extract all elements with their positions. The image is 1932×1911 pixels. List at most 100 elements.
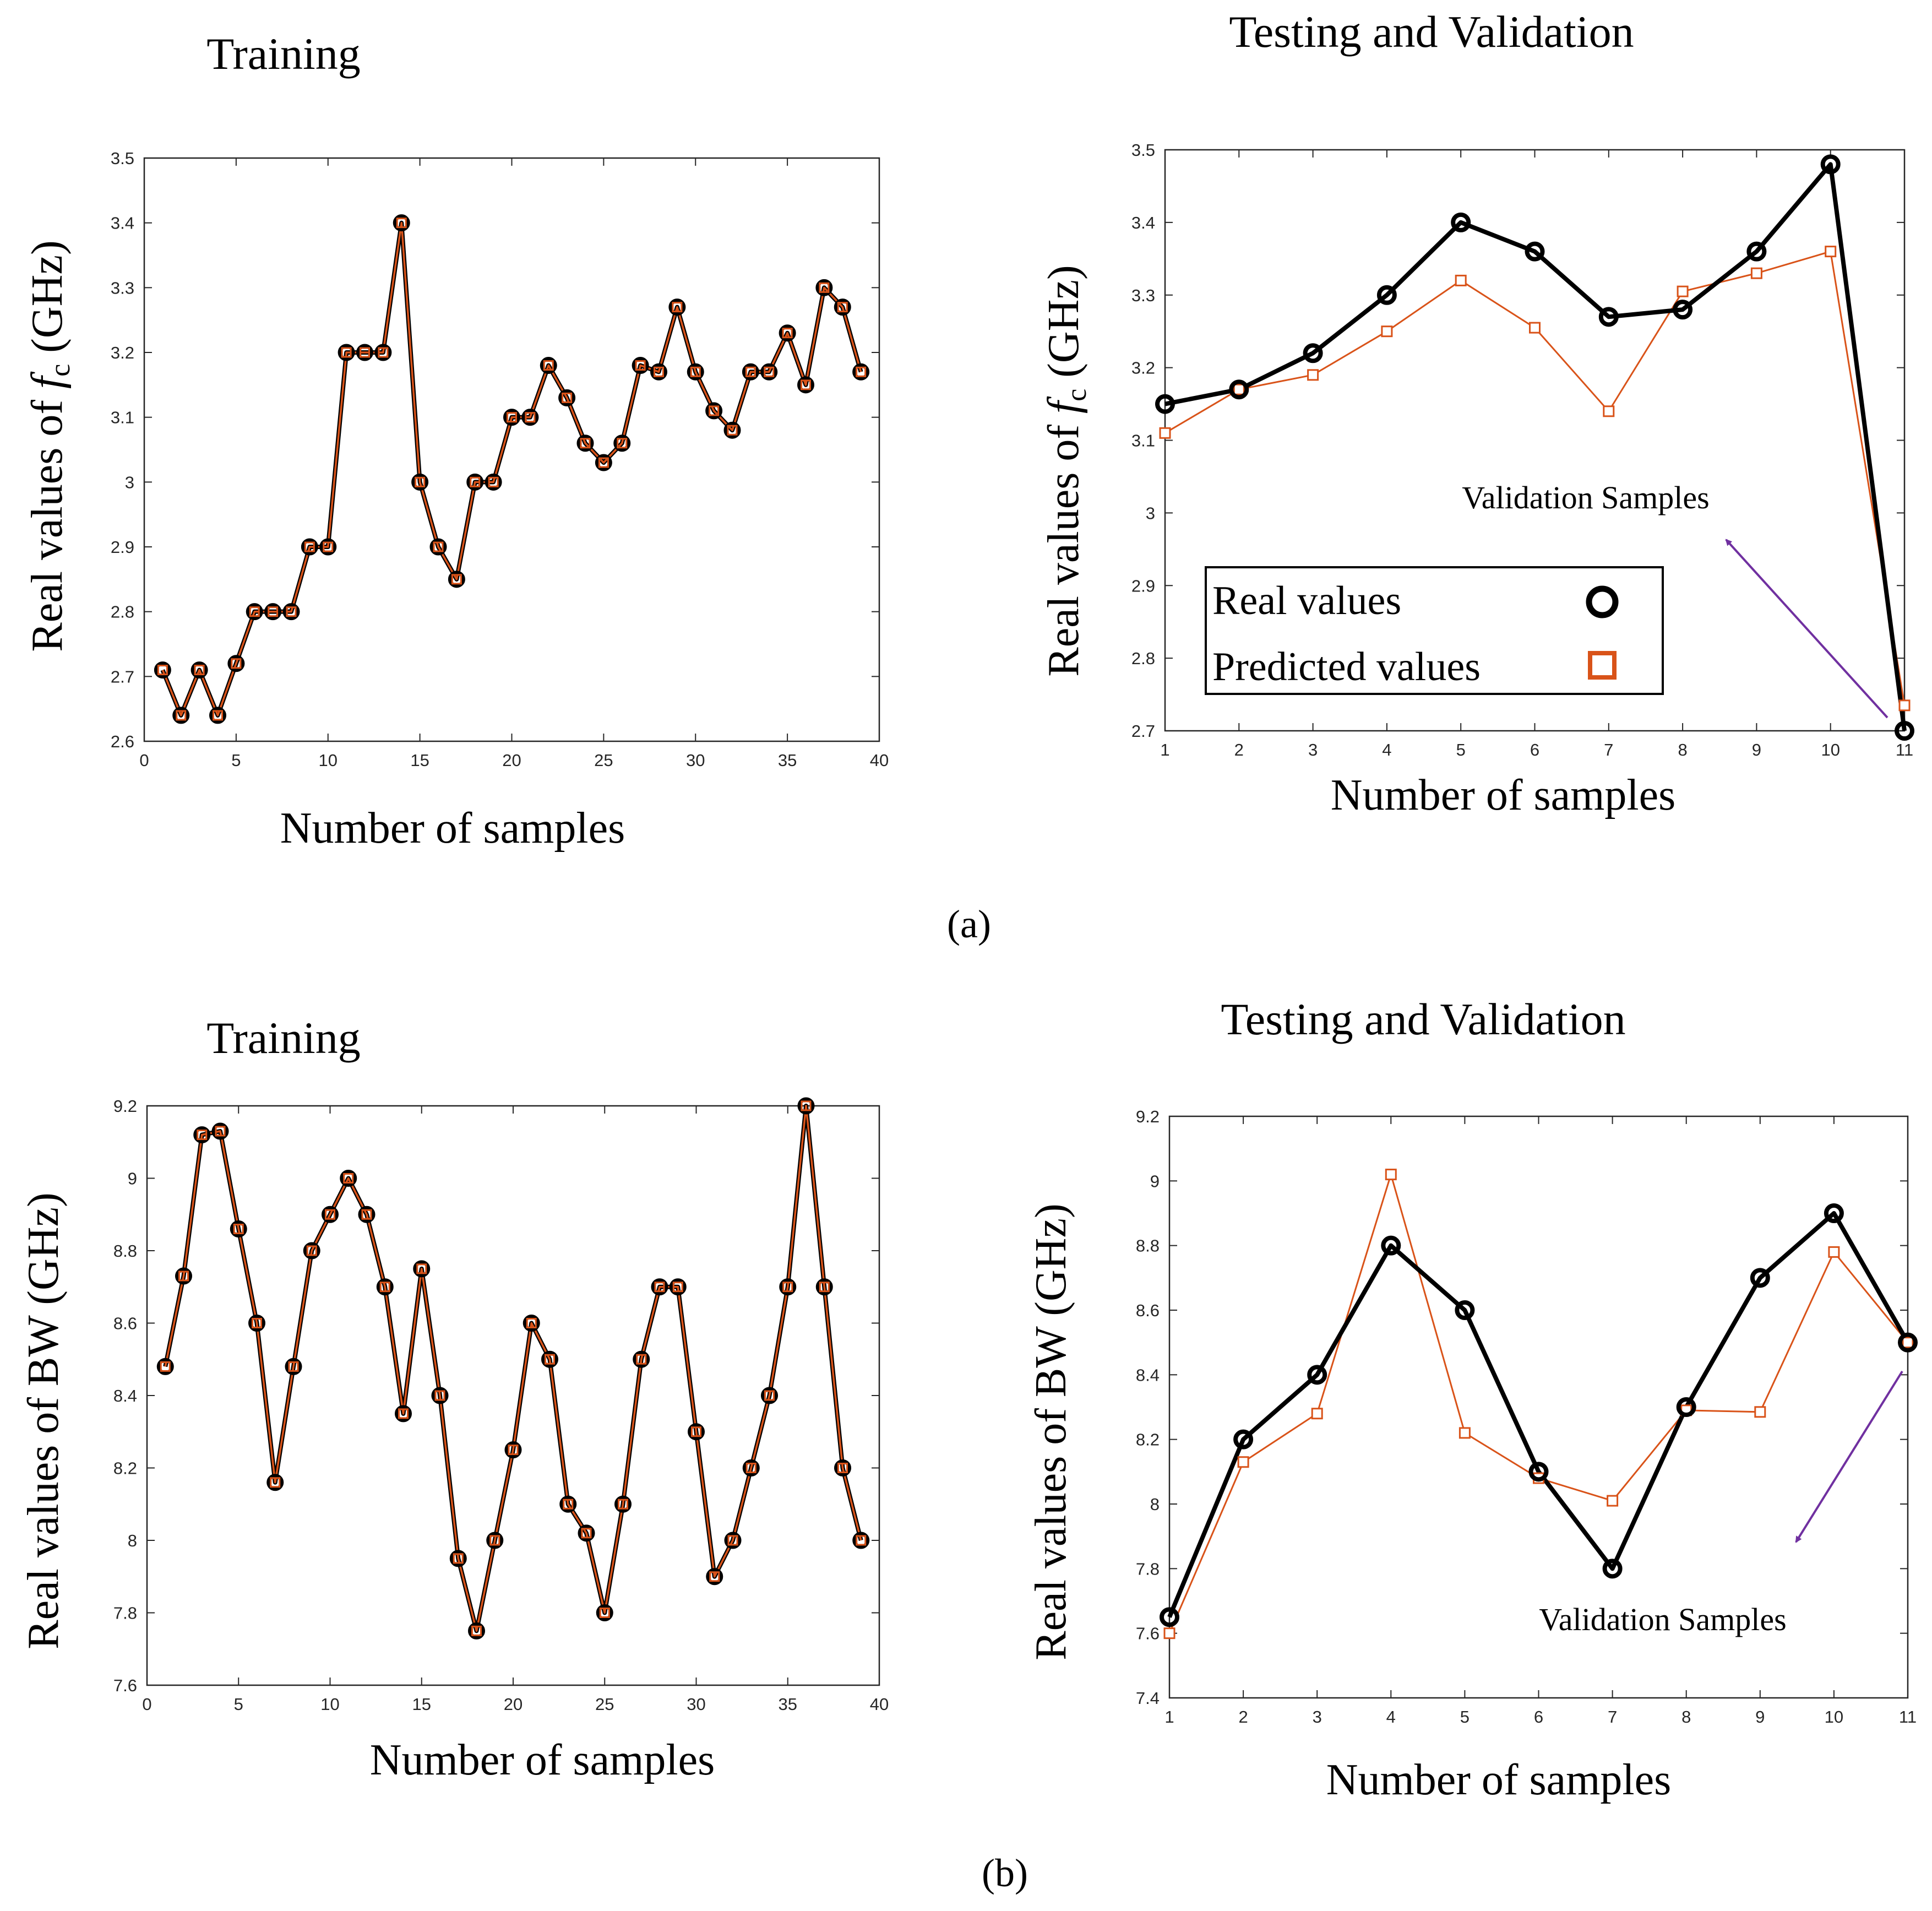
real-point [301,538,318,556]
real-point [1598,307,1619,327]
real-point [340,1170,357,1187]
x-tick-label: 0 [142,1695,151,1714]
real-point [760,363,778,381]
x-tick-label: 9 [1752,740,1761,759]
x-tick-label: 8 [1678,740,1687,759]
predicted-point [489,1535,500,1546]
predicted-point [304,541,315,552]
real-point [1155,394,1175,414]
predicted-point [727,425,738,436]
chart-b-training: Training 0 5 10 15 20 25 30 35 40 7.6 7.8 8 8.2 8.4 8.… [19,1013,889,1784]
y-tick-label: 3.5 [111,149,134,168]
predicted-point [543,360,554,371]
real-point [596,1604,613,1621]
real-point [356,344,373,361]
predicted-point [801,379,811,390]
y-axis-label: Real values of BW (GHz) [19,1192,68,1649]
predicted-point [361,1209,372,1220]
predicted-point [286,606,297,617]
x-tick-label: 3 [1308,740,1318,759]
legend: Real values Predicted values [1205,566,1664,695]
real-point [485,473,502,491]
predicted-point [268,606,279,617]
x-tick-label: 40 [870,751,889,770]
y-axis-label: Real values of fc (GHz) [1040,265,1092,676]
real-point [521,409,539,426]
predicted-point [580,438,591,449]
x-tick-label: 7 [1608,1707,1617,1727]
predicted-point [690,366,701,377]
real-point [1750,1268,1770,1288]
real-point [1307,1365,1327,1385]
real-point [303,1242,320,1259]
real-point [156,1358,174,1375]
predicted-point [598,457,609,468]
real-point [815,279,833,296]
real-point [669,1278,687,1296]
predicted-point [1529,322,1541,334]
x-tick-label: 40 [870,1695,889,1714]
predicted-point [343,1173,354,1183]
predicted-point [1307,369,1319,381]
real-point [411,473,429,491]
real-point [264,603,282,621]
plot-area [143,157,880,742]
predicted-point [1677,285,1689,297]
panel-label-b: (b) [982,1851,1028,1895]
validation-arrow [1795,1370,1903,1543]
x-tick-label: 5 [231,751,241,770]
chart-title: Testing and Validation [1221,994,1625,1044]
y-tick-label: 2.8 [1131,649,1155,668]
predicted-point [1902,1337,1914,1349]
real-point [706,1568,723,1586]
plot-area [1168,1115,1909,1699]
y-tick-label: 3.2 [111,343,134,362]
x-tick-label: 2 [1238,1707,1248,1727]
real-point [797,1097,815,1115]
legend-label-real: Real values [1212,578,1401,623]
legend-label-predicted: Predicted values [1212,644,1481,690]
real-point [613,435,631,452]
real-point [319,538,337,556]
real-point [191,661,208,679]
x-tick-label: 30 [686,751,705,770]
real-point [504,1441,522,1459]
y-tick-label: 8.4 [1136,1365,1160,1385]
x-axis-label: Number of samples [280,804,625,853]
real-point [1528,1462,1549,1482]
real-point [449,1550,467,1567]
x-tick-label: 6 [1534,1707,1543,1727]
y-axis-label-prefix: Real values of [23,389,72,652]
predicted-point [1311,1408,1323,1420]
y-tick-label: 9 [1150,1171,1160,1191]
predicted-point [617,438,628,449]
real-point [779,324,796,342]
predicted-point [819,282,830,293]
x-tick-label: 11 [1896,740,1913,759]
predicted-point [654,1282,665,1293]
y-tick-label: 3.2 [1131,359,1155,378]
y-tick-label: 3.1 [111,408,134,427]
y-tick-label: 3 [1146,503,1155,523]
predicted-point [233,1224,244,1235]
x-tick-label: 25 [594,751,613,770]
predicted-point [745,1463,757,1473]
predicted-point [398,1408,409,1419]
predicted-point [1455,274,1467,286]
validation-samples-annotation: Validation Samples [1462,480,1709,515]
chart-a-testing: Testing and Validation 1 2 3 4 5 6 7 8 9 10 11 2.7 2… [1040,7,1914,819]
predicted-point [249,606,260,617]
predicted-point [415,476,426,487]
predicted-point [341,347,352,358]
predicted-point [1233,383,1245,395]
x-tick-label: 4 [1386,1707,1396,1727]
y-axis-label-subscript: c [1061,389,1092,401]
x-tick-label: 15 [412,1695,431,1714]
real-point [1746,241,1767,262]
y-tick-label: 3.4 [111,214,134,233]
predicted-point [819,1282,830,1293]
real-point [852,1532,870,1549]
real-point [246,603,263,621]
predicted-point [378,347,389,358]
x-tick-label: 9 [1755,1707,1765,1727]
